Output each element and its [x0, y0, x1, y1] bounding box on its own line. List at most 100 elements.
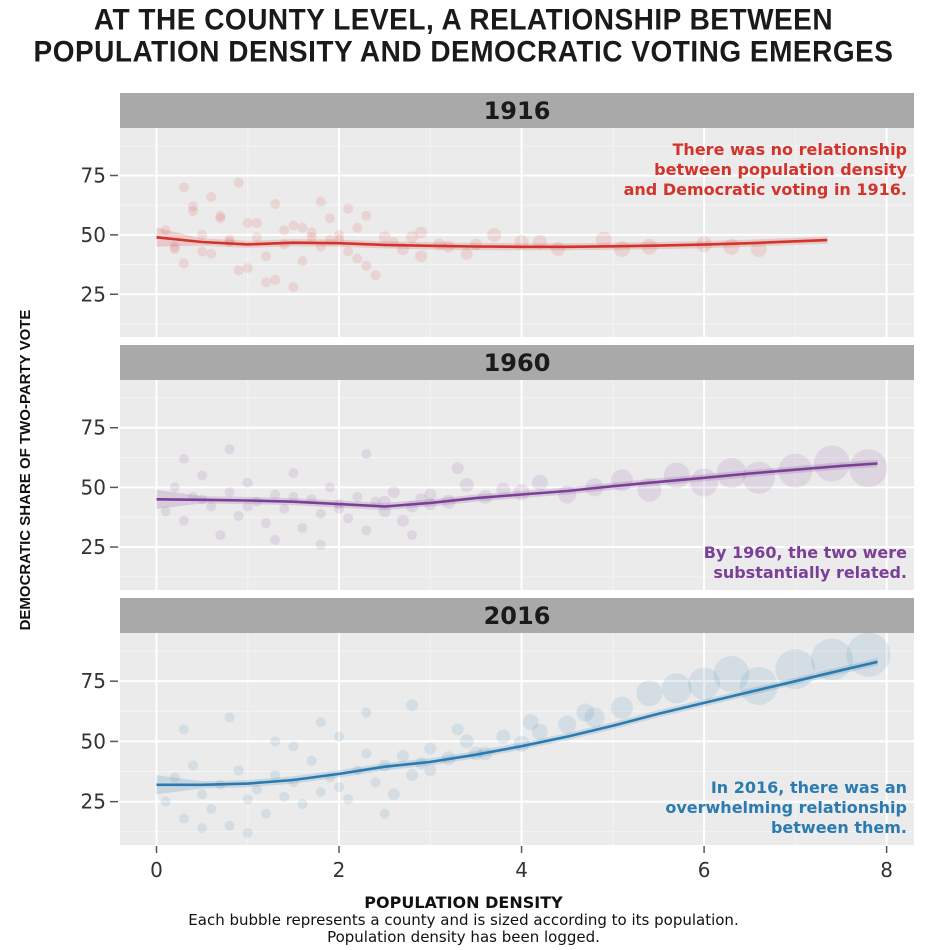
data-point — [160, 506, 171, 517]
panel-annotation-line: between population density — [654, 160, 907, 179]
data-point — [352, 253, 363, 264]
data-point — [334, 782, 345, 793]
caption-line-2: Population density has been logged. — [327, 928, 600, 946]
data-point — [690, 468, 719, 497]
data-point — [451, 723, 464, 736]
trend-line — [156, 236, 828, 249]
data-point — [279, 503, 290, 514]
y-tick-label: 25 — [81, 535, 106, 559]
data-point — [224, 820, 235, 831]
panel-title-0: 1916 — [484, 97, 551, 125]
data-point — [849, 449, 888, 488]
data-point — [315, 539, 326, 550]
panel-strip-1 — [120, 345, 914, 380]
data-point — [387, 788, 400, 801]
data-point — [343, 203, 354, 214]
data-point — [361, 525, 372, 536]
y-tick-label: 25 — [81, 282, 106, 306]
data-point — [160, 796, 171, 807]
y-tick-label: 25 — [81, 790, 106, 814]
data-point — [178, 453, 189, 464]
x-tick-label: 0 — [150, 858, 163, 882]
data-point — [595, 231, 612, 248]
data-point — [261, 251, 272, 262]
x-axis-label: POPULATION DENSITY — [364, 893, 563, 912]
data-point — [396, 749, 409, 762]
data-point — [352, 491, 363, 502]
data-point — [459, 478, 474, 492]
data-point — [370, 270, 381, 281]
panel-title-2: 2016 — [484, 602, 551, 630]
data-point — [370, 496, 381, 507]
data-point — [361, 448, 372, 459]
x-tick-label: 8 — [880, 858, 893, 882]
data-point — [352, 222, 363, 233]
data-point — [739, 667, 778, 705]
data-point — [206, 803, 217, 814]
data-point — [531, 723, 548, 740]
data-point — [197, 789, 208, 800]
data-point — [178, 182, 189, 193]
data-point — [378, 231, 391, 244]
x-tick-label: 2 — [333, 858, 346, 882]
data-point — [415, 250, 428, 263]
chart-title-line-1: AT THE COUNTY LEVEL, A RELATIONSHIP BETW… — [93, 3, 834, 36]
trend-line — [156, 462, 878, 508]
data-point — [261, 808, 272, 819]
data-point — [169, 772, 180, 783]
data-point — [169, 241, 180, 252]
data-point — [306, 227, 317, 238]
data-point — [270, 770, 281, 781]
data-point — [270, 534, 281, 545]
data-point — [406, 769, 419, 782]
data-point — [261, 277, 272, 288]
trend-line — [156, 660, 878, 787]
data-point — [379, 808, 390, 819]
data-point — [459, 734, 474, 749]
data-point — [279, 225, 290, 236]
data-point — [361, 260, 372, 271]
data-point — [522, 714, 539, 731]
data-point — [378, 505, 391, 518]
data-point — [813, 445, 850, 482]
data-point — [306, 755, 317, 766]
data-point — [224, 487, 235, 498]
data-point — [415, 226, 428, 239]
y-tick-label: 75 — [81, 164, 106, 188]
data-point — [334, 503, 345, 514]
data-point — [215, 213, 226, 224]
data-point — [315, 787, 326, 797]
data-point — [233, 511, 244, 522]
data-point — [297, 222, 308, 233]
data-point — [206, 248, 217, 259]
x-tick-label: 4 — [515, 858, 528, 882]
data-point — [496, 729, 511, 744]
panel-background-0 — [120, 128, 914, 337]
data-point — [424, 742, 437, 755]
panel-annotation-line: There was no relationship — [673, 140, 907, 159]
data-point — [188, 206, 199, 217]
data-point — [716, 458, 747, 489]
data-point — [424, 764, 437, 777]
data-point — [242, 501, 253, 512]
y-tick-label: 50 — [81, 223, 106, 247]
data-point — [406, 699, 419, 712]
data-point — [343, 794, 354, 805]
data-point — [188, 760, 199, 771]
panel-title-1: 1960 — [484, 349, 551, 377]
data-point — [636, 680, 663, 707]
data-point — [487, 227, 502, 242]
panel-annotation-line: overwhelming relationship — [665, 798, 907, 817]
data-point — [750, 241, 767, 258]
panel-strip-0 — [120, 93, 914, 128]
y-tick-label: 75 — [81, 416, 106, 440]
panel-annotation-line: and Democratic voting in 1916. — [624, 180, 907, 199]
data-point — [396, 514, 409, 527]
data-point — [288, 741, 299, 752]
data-point — [251, 784, 262, 795]
data-point — [576, 703, 595, 722]
data-point — [160, 225, 171, 236]
data-point — [233, 177, 244, 188]
data-point — [288, 220, 299, 231]
data-point — [387, 486, 400, 499]
